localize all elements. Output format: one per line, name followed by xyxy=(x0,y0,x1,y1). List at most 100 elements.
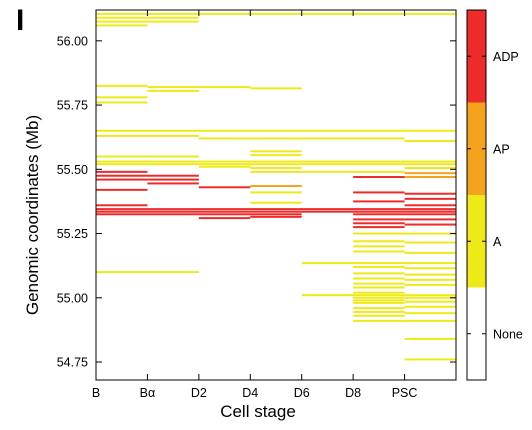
segment-a xyxy=(404,296,457,299)
colorbar-frame xyxy=(466,9,487,381)
segment-a xyxy=(353,307,405,310)
segment-a xyxy=(96,101,148,104)
segment-a xyxy=(404,358,457,361)
segment-a xyxy=(96,163,456,166)
segment-adp xyxy=(96,188,148,191)
segment-a xyxy=(353,240,405,243)
segment-a xyxy=(353,232,405,235)
segment-a xyxy=(96,155,199,158)
segment-adp xyxy=(404,223,457,226)
segment-a xyxy=(353,277,405,280)
panel-letter: I xyxy=(16,4,25,37)
axes: 54.75 55.00 55.25 55.50 55.75 56.00 B Bα D2 D4 D6 D… xyxy=(57,9,457,400)
segment-a xyxy=(96,20,148,23)
segment-adp xyxy=(147,174,199,177)
y-tick-label: 55.75 xyxy=(57,99,88,113)
segment-a xyxy=(404,167,457,170)
colorbar-swatch-ap xyxy=(467,102,486,195)
segment-adp xyxy=(147,182,199,185)
segment-a xyxy=(96,96,148,99)
segment-adp xyxy=(96,210,456,213)
segment-adp xyxy=(198,217,251,220)
segment-a xyxy=(404,312,457,315)
segment-adp xyxy=(353,213,457,216)
segment-a xyxy=(353,296,405,299)
segment-a xyxy=(404,300,457,303)
segment-a xyxy=(404,278,457,281)
plot-frame xyxy=(95,9,457,381)
segment-a xyxy=(96,271,199,274)
segment-adp xyxy=(353,222,405,225)
segment-a xyxy=(404,273,457,276)
segment-a xyxy=(96,134,199,137)
plot-area xyxy=(96,12,457,361)
segment-adp xyxy=(353,176,405,179)
segment-a xyxy=(198,165,251,168)
segment-a xyxy=(353,282,405,285)
segment-a xyxy=(198,86,251,89)
segment-a xyxy=(353,272,405,275)
segment-a xyxy=(404,232,457,235)
segment-a xyxy=(404,251,457,254)
segment-ap xyxy=(404,176,457,179)
segment-adp xyxy=(250,215,302,218)
segment-a xyxy=(250,150,302,153)
segment-a xyxy=(404,241,457,244)
x-tick-label: Bα xyxy=(140,386,156,400)
segment-adp xyxy=(353,218,405,221)
segment-adp xyxy=(404,197,457,200)
segment-adp xyxy=(404,204,457,207)
x-axis-label: Cell stage xyxy=(220,402,296,421)
segment-adp xyxy=(96,170,148,173)
x-tick-label: PSC xyxy=(392,386,418,400)
x-tick-label: D8 xyxy=(345,386,361,400)
y-tick-label: 54.75 xyxy=(57,356,88,370)
y-tick-label: 55.50 xyxy=(57,163,88,177)
segment-adp xyxy=(96,213,302,216)
segment-a xyxy=(96,160,456,163)
segment-a xyxy=(147,86,199,89)
colorbar-swatch-none xyxy=(467,287,486,380)
y-tick-label: 55.25 xyxy=(57,227,88,241)
y-axis-label: Genomic coordinates (Mb) xyxy=(23,115,42,315)
segment-a xyxy=(250,170,302,173)
segment-a xyxy=(250,154,302,157)
segment-a xyxy=(250,137,405,140)
segment-a xyxy=(353,250,405,253)
segment-a xyxy=(404,283,457,286)
segment-a xyxy=(147,20,199,23)
segment-a xyxy=(353,301,405,304)
legend-label-adp: ADP xyxy=(493,50,519,64)
segment-a xyxy=(353,299,405,302)
y-tick-label: 55.00 xyxy=(57,291,88,305)
segment-adp xyxy=(353,226,405,229)
legend-label-none: None xyxy=(493,327,523,341)
y-tick-label: 56.00 xyxy=(57,34,88,48)
segment-a xyxy=(250,201,302,204)
segment-a xyxy=(96,129,456,132)
segment-adp xyxy=(404,218,457,221)
segment-a xyxy=(250,167,302,170)
segment-adp xyxy=(147,178,199,181)
segment-a xyxy=(96,84,148,87)
colorbar-swatch-a xyxy=(467,195,486,288)
segment-a xyxy=(250,87,302,90)
segment-adp xyxy=(353,191,405,194)
segment-a xyxy=(147,89,199,92)
segment-a xyxy=(353,245,405,248)
segment-a xyxy=(404,319,457,322)
segment-a xyxy=(404,337,457,340)
x-tick-label: D2 xyxy=(191,386,207,400)
segment-a xyxy=(353,265,405,268)
segment-ap xyxy=(250,185,302,188)
segment-a xyxy=(301,294,457,297)
segment-adp xyxy=(96,208,456,211)
segment-a xyxy=(250,191,302,194)
segment-a xyxy=(353,286,405,289)
segment-a xyxy=(404,267,457,270)
legend-label-a: A xyxy=(493,235,502,249)
legend-label-ap: AP xyxy=(493,142,510,156)
x-tick-label: B xyxy=(92,386,100,400)
segment-a xyxy=(96,12,456,15)
segment-adp xyxy=(96,178,148,181)
